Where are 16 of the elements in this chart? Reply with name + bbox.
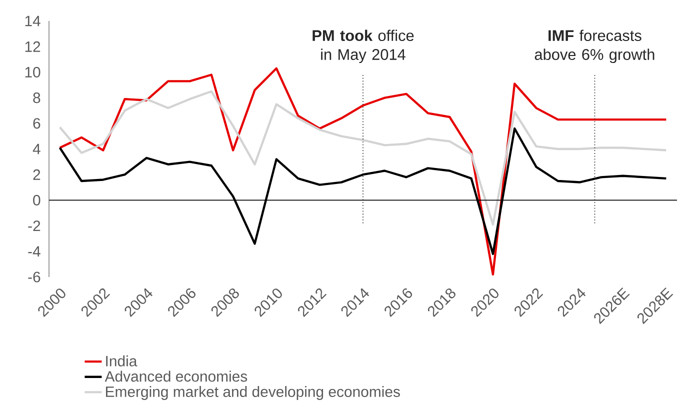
legend-label: Advanced economies [104,370,248,382]
y-tick-label: 4 [32,144,40,154]
y-tick-label: 8 [33,92,40,104]
ref-line-label: PM took office in May 2014 [312,30,414,64]
y-tick-label: 2 [33,169,40,180]
y-tick-label: 10 [25,66,40,78]
legend-label: India [106,355,138,366]
legend-label: Emerging market and developing economies [106,386,400,400]
y-tick-label: -6 [28,272,40,282]
y-tick-label: -2 [28,220,40,232]
y-tick-label: 0 [33,194,40,206]
y-tick-label: 14 [25,16,40,26]
y-tick-label: 6 [33,118,40,129]
y-tick-label: 12 [25,41,40,52]
ref-line-label: IMF forecasts above 6% growth [534,30,654,64]
y-tick-label: -4 [28,246,40,257]
